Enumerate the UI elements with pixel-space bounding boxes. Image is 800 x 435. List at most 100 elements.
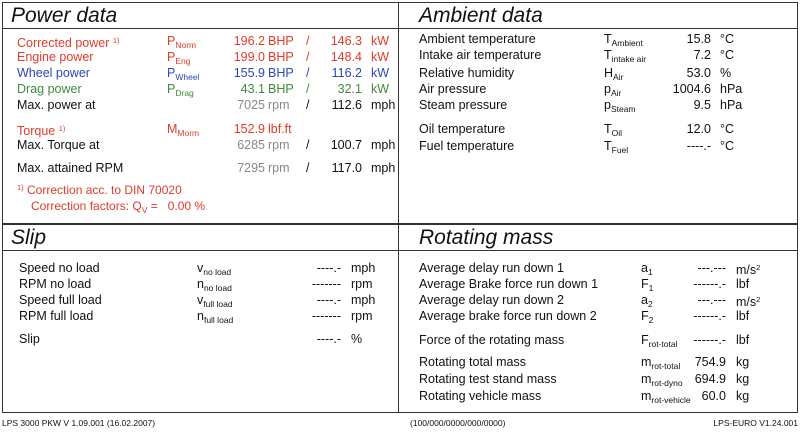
ambient-temperature-symbol: TAmbient: [604, 32, 643, 48]
engine-power-kw-value: 148.4: [330, 50, 362, 64]
average-delay-2-row: Average delay run down 2 a2 ---.--- m/s2: [419, 292, 797, 309]
rpm-no-load-row: RPM no load nno load ------- rpm: [19, 276, 397, 293]
speed-full-load-row: Speed full load vfull load ----.- mph: [19, 292, 397, 309]
corrected-power-bhp-value: 196.2: [233, 34, 265, 48]
drag-power-row: Drag power PDrag 43.1 BHP / 32.1 kW: [17, 81, 397, 98]
max-rpm-unit: rpm: [268, 161, 290, 175]
rotating-mass-header: Rotating mass: [399, 225, 797, 251]
drag-power-bhp-unit: BHP: [268, 82, 294, 96]
max-power-speed-unit: mph: [371, 98, 396, 112]
ambient-temperature-label: Ambient temperature: [419, 32, 536, 46]
rotating-total-mass-unit: kg: [736, 355, 750, 369]
steam-pressure-row: Steam pressure pSteam 9.5 hPa: [419, 97, 794, 114]
wheel-power-separator: /: [306, 66, 310, 80]
rotating-mass-force-unit: lbf: [736, 333, 750, 347]
intake-air-temperature-symbol: Tintake air: [604, 48, 647, 64]
rotating-vehicle-mass-symbol: mrot-vehicle: [641, 389, 691, 405]
relative-humidity-unit: %: [720, 66, 732, 80]
speed-no-load-label: Speed no load: [19, 261, 100, 275]
ambient-data-title: Ambient data: [419, 4, 543, 27]
rpm-no-load-value: -------: [311, 277, 341, 291]
slip-panel: Slip Speed no load vno load ----.- mph R…: [2, 224, 399, 413]
speed-full-load-label: Speed full load: [19, 293, 102, 307]
footer-center-code: (100/000/0000/000/0000): [410, 418, 506, 428]
max-power-row: Max. power at 7025 rpm / 112.6 mph: [17, 97, 397, 113]
oil-temperature-value: 12.0: [686, 122, 711, 136]
ambient-data-panel: Ambient data Ambient temperature TAmbien…: [398, 2, 798, 224]
average-delay-2-unit: m/s2: [736, 295, 761, 309]
rotating-test-stand-mass-label: Rotating test stand mass: [419, 372, 557, 386]
speed-no-load-symbol: vno load: [197, 261, 232, 277]
average-brake-force-1-label: Average Brake force run down 1: [419, 277, 599, 291]
speed-no-load-row: Speed no load vno load ----.- mph: [19, 260, 397, 277]
corrected-power-row: Corrected power 1) PNorm 196.2 BHP / 146…: [17, 33, 397, 50]
engine-power-label: Engine power: [17, 50, 94, 64]
rpm-no-load-symbol: nno load: [197, 277, 232, 293]
rpm-full-load-unit: rpm: [351, 309, 373, 323]
rotating-test-stand-mass-value: 694.9: [694, 372, 726, 386]
average-brake-force-2-row: Average brake force run down 2 F2 ------…: [419, 308, 797, 325]
wheel-power-kw-unit: kW: [371, 66, 390, 80]
engine-power-bhp-value: 199.0: [233, 50, 265, 64]
average-delay-1-symbol: a1: [641, 261, 653, 277]
wheel-power-row: Wheel power PWheel 155.9 BHP / 116.2 kW: [17, 65, 397, 82]
corrected-power-separator: /: [306, 34, 310, 48]
max-power-separator: /: [306, 98, 310, 112]
max-power-label: Max. power at: [17, 98, 96, 112]
drag-power-kw-value: 32.1: [337, 82, 362, 96]
relative-humidity-label: Relative humidity: [419, 66, 515, 80]
max-torque-speed-value: 100.7: [330, 138, 362, 152]
oil-temperature-symbol: TOil: [604, 122, 623, 138]
rotating-vehicle-mass-value: 60.0: [701, 389, 726, 403]
fuel-temperature-unit: °C: [720, 139, 735, 153]
torque-label: Torque 1): [17, 124, 66, 138]
rotating-total-mass-value: 754.9: [694, 355, 726, 369]
ambient-temperature-unit: °C: [720, 32, 735, 46]
average-brake-force-2-symbol: F2: [641, 309, 654, 325]
engine-power-bhp-unit: BHP: [268, 50, 294, 64]
speed-no-load-value: ----.-: [316, 261, 341, 275]
air-pressure-symbol: pAir: [604, 82, 622, 98]
average-delay-2-label: Average delay run down 2: [419, 293, 565, 307]
slip-unit: %: [351, 332, 363, 346]
slip-title: Slip: [11, 226, 47, 249]
drag-power-label: Drag power: [17, 82, 82, 96]
speed-full-load-symbol: vfull load: [197, 293, 233, 309]
oil-temperature-label: Oil temperature: [419, 122, 506, 136]
power-data-panel: Power data Corrected power 1) PNorm 196.…: [2, 2, 399, 224]
relative-humidity-row: Relative humidity HAir 53.0 %: [419, 65, 794, 82]
average-brake-force-1-symbol: F1: [641, 277, 654, 293]
torque-row: Torque 1) MMorm 152.9 lbf.ft: [17, 121, 397, 138]
slip-header: Slip: [3, 225, 398, 251]
max-rpm-separator: /: [306, 161, 310, 175]
rpm-no-load-unit: rpm: [351, 277, 373, 291]
rotating-vehicle-mass-label: Rotating vehicle mass: [419, 389, 542, 403]
speed-full-load-unit: mph: [351, 293, 376, 307]
drag-power-bhp-value: 43.1: [240, 82, 265, 96]
intake-air-temperature-value: 7.2: [693, 48, 711, 62]
rotating-test-stand-mass-unit: kg: [736, 372, 750, 386]
rpm-full-load-label: RPM full load: [19, 309, 94, 323]
air-pressure-label: Air pressure: [419, 82, 487, 96]
engine-power-kw-unit: kW: [371, 50, 390, 64]
correction-note: 1) Correction acc. to DIN 70020: [17, 183, 182, 197]
engine-power-row: Engine power PEng 199.0 BHP / 148.4 kW: [17, 49, 397, 66]
steam-pressure-unit: hPa: [720, 98, 743, 112]
max-power-speed-value: 112.6: [331, 98, 362, 112]
footer-left-version: LPS 3000 PKW V 1.09.001 (16.02.2007): [2, 418, 156, 428]
rpm-full-load-value: -------: [311, 309, 341, 323]
slip-label: Slip: [19, 332, 40, 346]
steam-pressure-label: Steam pressure: [419, 98, 508, 112]
oil-temperature-row: Oil temperature TOil 12.0 °C: [419, 121, 794, 138]
average-brake-force-1-value: ------.-: [693, 277, 726, 291]
rotating-vehicle-mass-row: Rotating vehicle mass mrot-vehicle 60.0 …: [419, 388, 797, 405]
rotating-total-mass-symbol: mrot-total: [641, 355, 681, 371]
rotating-mass-panel: Rotating mass Average delay run down 1 a…: [398, 224, 798, 413]
average-brake-force-2-value: ------.-: [693, 309, 726, 323]
rotating-test-stand-mass-row: Rotating test stand mass mrot-dyno 694.9…: [419, 371, 797, 388]
intake-air-temperature-label: Intake air temperature: [419, 48, 542, 62]
oil-temperature-unit: °C: [720, 122, 735, 136]
rpm-full-load-symbol: nfull load: [197, 309, 234, 325]
wheel-power-symbol: PWheel: [167, 66, 200, 82]
average-brake-force-2-label: Average brake force run down 2: [419, 309, 597, 323]
